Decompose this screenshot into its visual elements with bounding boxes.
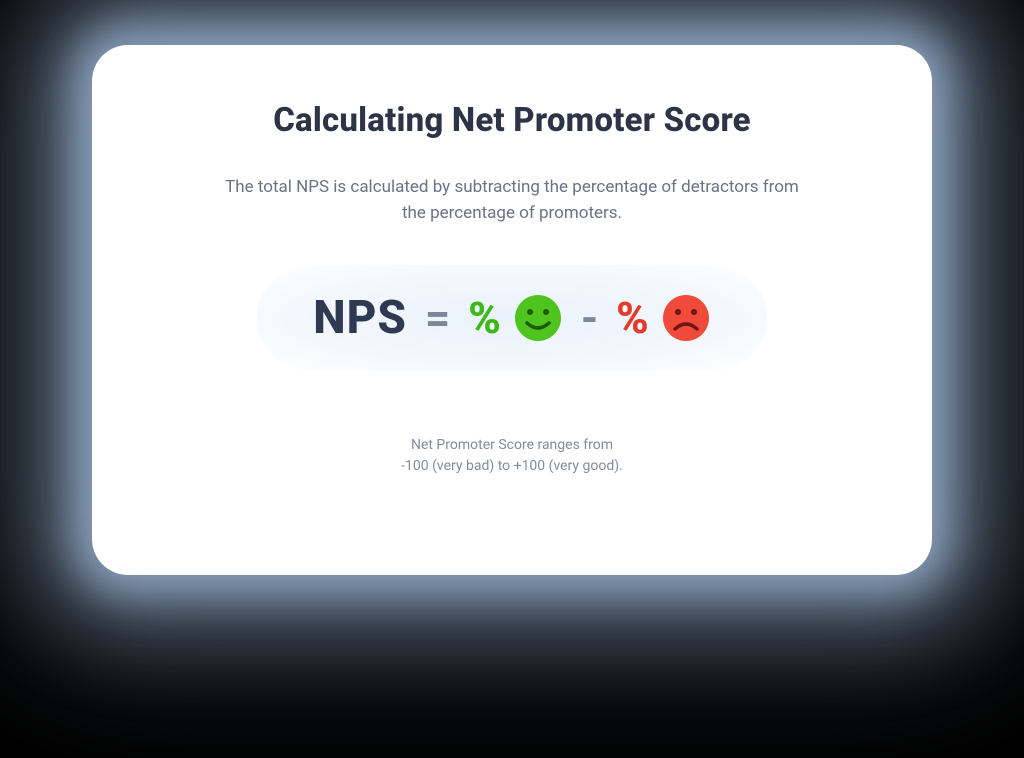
- formula-percent-detractor: %: [616, 292, 649, 344]
- formula-nps-label: NPS: [313, 291, 407, 345]
- smile-eye-left: [527, 309, 533, 315]
- card-footnote: Net Promoter Score ranges from -100 (ver…: [401, 435, 623, 478]
- footnote-line-1: Net Promoter Score ranges from: [411, 437, 613, 453]
- frown-face-icon: [661, 293, 711, 343]
- card-glow-wrapper: Calculating Net Promoter Score The total…: [92, 45, 932, 575]
- smile-face-icon: [513, 293, 563, 343]
- formula-equals: =: [425, 292, 450, 344]
- formula-percent-promoter: %: [468, 292, 501, 344]
- smile-face-bg: [515, 295, 561, 341]
- frown-eye-left: [675, 309, 681, 315]
- formula-minus: -: [581, 292, 598, 344]
- formula-pill: NPS = % - %: [257, 265, 767, 371]
- card-description: The total NPS is calculated by subtracti…: [212, 174, 812, 227]
- nps-card: Calculating Net Promoter Score The total…: [92, 45, 932, 575]
- frown-face-bg: [663, 295, 709, 341]
- frown-eye-right: [691, 309, 697, 315]
- smile-eye-right: [543, 309, 549, 315]
- footnote-line-2: -100 (very bad) to +100 (very good).: [401, 458, 623, 474]
- card-title: Calculating Net Promoter Score: [273, 101, 751, 140]
